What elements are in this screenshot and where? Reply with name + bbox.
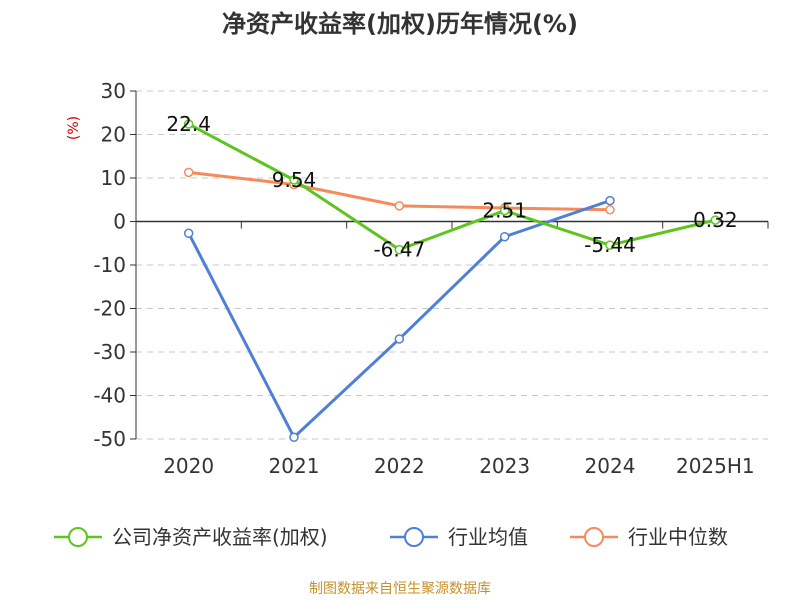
- y-tick-label: -10: [93, 253, 126, 277]
- y-axis-unit-label: (%): [66, 116, 82, 140]
- x-tick-labels: 2020 2021 2022 2023 2024 2025H1: [163, 454, 754, 478]
- x-tick-label: 2021: [269, 454, 320, 478]
- data-point[interactable]: [394, 334, 405, 344]
- legend-circle-swatch: [68, 527, 88, 547]
- legend-circle-swatch: [404, 527, 424, 547]
- y-tick-label: 0: [113, 210, 126, 234]
- data-point[interactable]: [289, 432, 299, 443]
- series-1: [183, 195, 615, 443]
- series-2: [183, 167, 615, 215]
- data-point[interactable]: [499, 231, 510, 242]
- x-tick-label: 2023: [479, 454, 530, 478]
- y-tick-label: -30: [93, 340, 126, 364]
- y-tick-label: 10: [101, 166, 126, 190]
- x-tick-label: 2020: [163, 454, 214, 478]
- data-point[interactable]: [183, 119, 194, 129]
- data-point[interactable]: [605, 195, 615, 206]
- data-point[interactable]: [499, 205, 510, 216]
- y-tick-label: 30: [101, 79, 126, 103]
- data-point[interactable]: [183, 228, 194, 238]
- y-tick-labels: 30 20 10 0 -10 -20 -30 -40 -50: [93, 79, 126, 451]
- series-0: [183, 119, 721, 255]
- source-note: 制图数据来自恒生聚源数据库: [309, 581, 491, 597]
- data-label: 2.51: [482, 199, 527, 223]
- x-tick-label: 2025H1: [676, 454, 755, 478]
- data-point[interactable]: [289, 175, 299, 185]
- y-tick-label: -50: [93, 427, 126, 451]
- legend-item-2[interactable]: 行业中位数: [570, 525, 728, 549]
- x-tick-label: 2024: [585, 454, 636, 478]
- data-point[interactable]: [394, 244, 405, 255]
- data-point[interactable]: [710, 215, 721, 225]
- data-label: 9.54: [272, 168, 317, 192]
- legend-label: 行业中位数: [628, 525, 728, 549]
- data-point[interactable]: [394, 201, 405, 211]
- legend-label: 行业均值: [448, 525, 528, 549]
- series-line: [187, 199, 611, 439]
- y-tick-label: -20: [93, 297, 126, 321]
- x-tick-label: 2022: [374, 454, 425, 478]
- legend-label: 公司净资产收益率(加权): [112, 525, 328, 549]
- data-label: -6.47: [373, 238, 425, 262]
- data-point[interactable]: [605, 240, 615, 250]
- legend: 公司净资产收益率(加权) 行业均值 行业中位数: [54, 525, 728, 549]
- y-tick-label: 20: [101, 123, 126, 147]
- chart-title: 净资产收益率(加权)历年情况(%): [222, 10, 578, 38]
- series: [183, 119, 721, 443]
- data-labels: 22.4 9.54 -6.47 2.51 -5.44 0.32: [166, 112, 737, 262]
- axes: [135, 91, 768, 439]
- data-label: 22.4: [166, 112, 211, 136]
- y-tick-label: -40: [93, 384, 126, 408]
- data-label: -5.44: [584, 233, 636, 257]
- data-label: 0.32: [693, 208, 738, 232]
- legend-circle-swatch: [584, 527, 604, 547]
- data-point[interactable]: [605, 205, 615, 215]
- data-point[interactable]: [183, 167, 194, 178]
- legend-item-1[interactable]: 行业均值: [390, 525, 528, 549]
- legend-item-0[interactable]: 公司净资产收益率(加权): [54, 525, 328, 549]
- series-line: [187, 122, 716, 252]
